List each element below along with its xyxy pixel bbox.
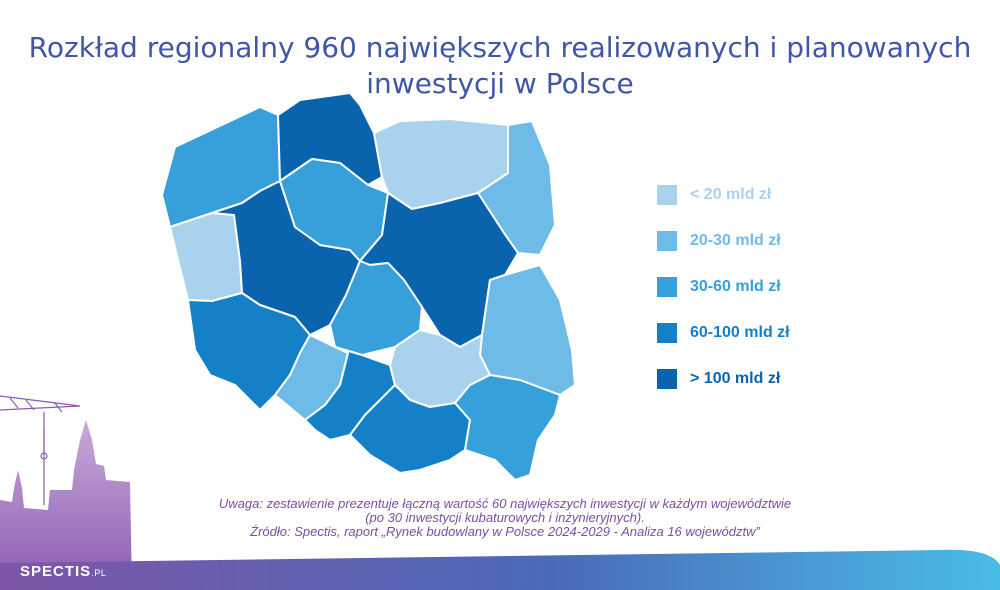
legend-label: 60-100 mld zł: [690, 324, 790, 341]
legend-swatch: [657, 323, 677, 343]
city-skyline-icon: [0, 395, 132, 590]
title-line-2: inwestycji w Polsce: [366, 67, 634, 100]
legend-label: 30-60 mld zł: [690, 278, 781, 295]
legend-swatch: [657, 277, 677, 297]
legend-label: > 100 mld zł: [690, 370, 781, 387]
legend-label: 20-30 mld zł: [690, 232, 781, 249]
footnote: Uwaga: zestawienie prezentuje łączną war…: [150, 497, 860, 539]
poland-map: [161, 92, 576, 481]
spectis-logo: SPECTIS.PL: [20, 563, 106, 580]
legend-swatch: [657, 231, 677, 251]
footnote-line-2: (po 30 inwestycji kubaturowych i inżynie…: [365, 510, 645, 525]
footnote-line-1: Uwaga: zestawienie prezentuje łączną war…: [218, 496, 792, 511]
logo-suffix: .PL: [91, 568, 107, 578]
region-lubuskie: [169, 212, 243, 302]
page-title: Rozkład regionalny 960 największych real…: [0, 30, 1000, 102]
title-line-1: Rozkład regionalny 960 największych real…: [28, 31, 972, 64]
footnote-source: Źródło: Spectis, raport „Rynek budowlany…: [250, 524, 760, 539]
footer-decoration: [0, 395, 1000, 590]
legend-swatch: [657, 185, 677, 205]
region-podkarpackie: [454, 374, 561, 481]
legend-swatch: [657, 369, 677, 389]
legend-label: < 20 mld zł: [690, 186, 772, 203]
logo-name: SPECTIS: [20, 563, 92, 580]
